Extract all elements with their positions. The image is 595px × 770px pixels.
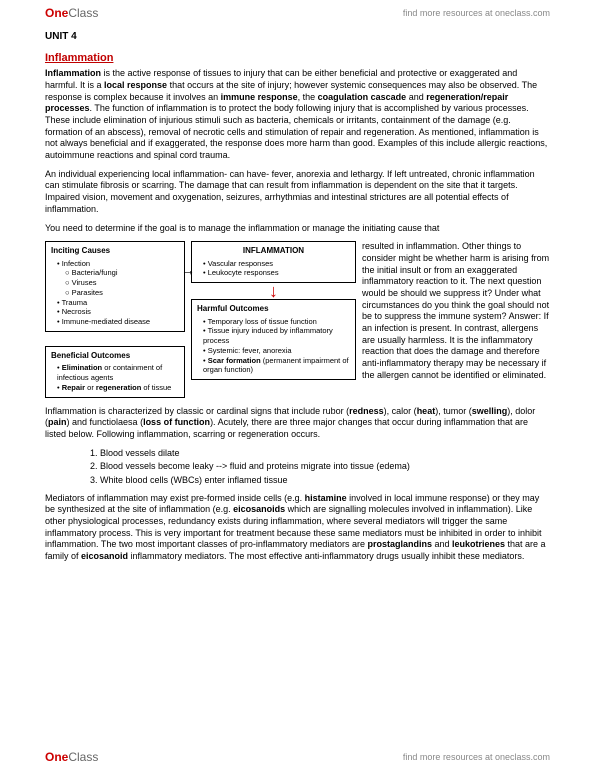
diagram-right-col: → INFLAMMATION Vascular responses Leukoc… — [191, 241, 550, 401]
text: Mediators of inflammation may exist pre-… — [45, 493, 305, 503]
list-item: Immune-mediated disease — [57, 317, 179, 327]
text: Inflammation is characterized by classic… — [45, 406, 349, 416]
box-title: INFLAMMATION — [197, 246, 350, 256]
term: Repair — [62, 383, 85, 392]
term: immune response — [221, 92, 298, 102]
header-tagline: find more resources at oneclass.com — [403, 8, 550, 18]
term: leukotrienes — [452, 539, 505, 549]
text: or — [85, 383, 96, 392]
list-item: Systemic: fever, anorexia — [203, 346, 350, 356]
text: inflammatory mediators. The most effecti… — [128, 551, 524, 561]
box-inflammation: INFLAMMATION Vascular responses Leukocyt… — [191, 241, 356, 283]
list-item: Trauma — [57, 298, 179, 308]
term: eicosanoids — [233, 504, 285, 514]
list-item: Viruses — [65, 278, 179, 288]
brand-class: Class — [68, 750, 98, 764]
footer-tagline: find more resources at oneclass.com — [403, 752, 550, 762]
term: prostaglandins — [367, 539, 432, 549]
box-harmful-outcomes: Harmful Outcomes Temporary loss of tissu… — [191, 299, 356, 380]
term: local response — [104, 80, 167, 90]
term: histamine — [305, 493, 347, 503]
term: regeneration — [96, 383, 141, 392]
text: ) and functiolaesa ( — [67, 417, 144, 427]
text: of tissue — [141, 383, 171, 392]
term: coagulation cascade — [318, 92, 407, 102]
paragraph-2: An individual experiencing local inflamm… — [45, 169, 550, 216]
major-changes-list: Blood vessels dilate Blood vessels becom… — [45, 448, 550, 487]
term: swelling — [472, 406, 508, 416]
box-title: Harmful Outcomes — [197, 304, 350, 314]
document-content: UNIT 4 Inflammation Inflammation is the … — [0, 26, 595, 563]
list-item: Tissue injury induced by inflammatory pr… — [203, 326, 350, 346]
term: redness — [349, 406, 384, 416]
text: ), tumor ( — [435, 406, 472, 416]
term: loss of function — [143, 417, 210, 427]
list-item: Elimination or containment of infectious… — [57, 363, 179, 383]
paragraph-4: Inflammation is characterized by classic… — [45, 406, 550, 441]
brand-one: One — [45, 750, 68, 764]
list-item: White blood cells (WBCs) enter inflamed … — [100, 475, 550, 487]
paragraph-1: Inflammation is the active response of t… — [45, 68, 550, 162]
text: and — [432, 539, 452, 549]
paragraph-3-side: resulted in inflammation. Other things t… — [362, 241, 550, 401]
list-item: Blood vessels dilate — [100, 448, 550, 460]
text: ), calor ( — [384, 406, 417, 416]
list-item: Repair or regeneration of tissue — [57, 383, 179, 393]
list-item: Bacteria/fungi — [65, 268, 179, 278]
list-item: Temporary loss of tissue function — [203, 317, 350, 327]
brand-logo: OneClass — [45, 6, 98, 20]
box-title: Inciting Causes — [51, 246, 179, 256]
box-title: Beneficial Outcomes — [51, 351, 179, 361]
brand-logo-footer: OneClass — [45, 750, 98, 764]
brand-class: Class — [68, 6, 98, 20]
list-item: Vascular responses — [203, 259, 350, 269]
term: eicosanoid — [81, 551, 128, 561]
arrow-right-icon: → — [181, 261, 195, 279]
diagram-row: Inciting Causes Infection Bacteria/fungi… — [45, 241, 550, 401]
term: Scar formation — [208, 356, 261, 365]
term: heat — [417, 406, 436, 416]
box-beneficial-outcomes: Beneficial Outcomes Elimination or conta… — [45, 346, 185, 398]
box-inciting-causes: Inciting Causes Infection Bacteria/fungi… — [45, 241, 185, 332]
term-inflammation: Inflammation — [45, 68, 104, 78]
unit-title: UNIT 4 — [45, 30, 550, 43]
paragraph-5: Mediators of inflammation may exist pre-… — [45, 493, 550, 563]
list-item: Necrosis — [57, 307, 179, 317]
page-header: OneClass find more resources at oneclass… — [0, 0, 595, 26]
term: pain — [48, 417, 67, 427]
list-item: Blood vessels become leaky --> fluid and… — [100, 461, 550, 473]
diagram-middle-boxes: → INFLAMMATION Vascular responses Leukoc… — [191, 241, 356, 401]
text: . The function of inflammation is to pro… — [45, 103, 547, 160]
arrow-down-icon: ↓ — [191, 287, 356, 296]
text: and — [406, 92, 426, 102]
brand-one: One — [45, 6, 68, 20]
text: , the — [298, 92, 318, 102]
section-title: Inflammation — [45, 51, 550, 65]
diagram-left-col: Inciting Causes Infection Bacteria/fungi… — [45, 241, 185, 401]
list-item: Leukocyte responses — [203, 268, 350, 278]
list-item: Infection — [57, 259, 179, 269]
term: Elimination — [62, 363, 102, 372]
list-item: Scar formation (permanent impairment of … — [203, 356, 350, 376]
list-item: Parasites — [65, 288, 179, 298]
paragraph-3-lead: You need to determine if the goal is to … — [45, 223, 550, 235]
page-footer: OneClass find more resources at oneclass… — [0, 744, 595, 770]
